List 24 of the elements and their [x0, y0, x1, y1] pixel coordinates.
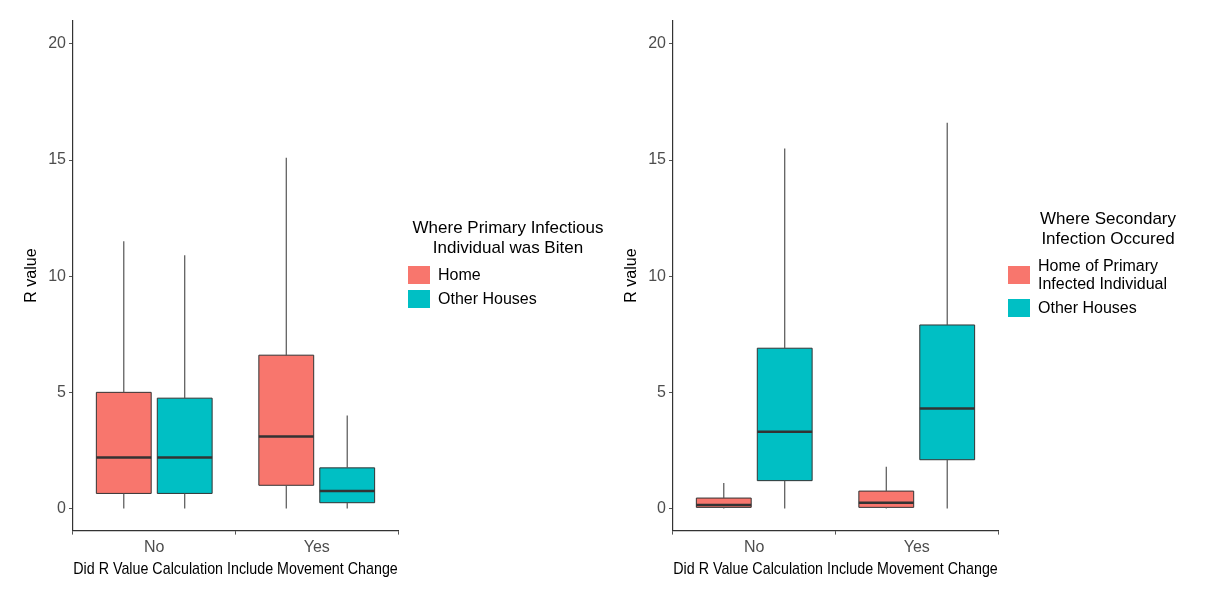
x-axis-title: Did R Value Calculation Include Movement Change	[73, 559, 398, 577]
legend-label: Home of Primary Infected Individual	[1038, 256, 1168, 293]
legend-title: Where Secondary Infection Occured	[1038, 208, 1178, 249]
y-axis-title: R value	[622, 248, 640, 303]
y-tick-label: 15	[648, 150, 667, 168]
y-tick-label: 5	[57, 382, 67, 400]
x-tick-label: No	[144, 537, 165, 555]
x-axis-title: Did R Value Calculation Include Movement Change	[673, 559, 998, 577]
y-tick-label: 20	[48, 34, 67, 52]
y-tick-label: 0	[657, 498, 667, 516]
y-tick-label: 20	[648, 34, 667, 52]
legend-label: Home	[438, 265, 481, 284]
x-tick-label: Yes	[903, 537, 930, 555]
y-tick-label: 0	[57, 498, 67, 516]
legend-label: Other Houses	[1038, 298, 1137, 317]
x-tick-label: Yes	[303, 537, 330, 555]
legend-title: Where Primary Infectious Individual was Biten	[411, 217, 605, 258]
y-tick-label: 15	[48, 150, 67, 168]
x-tick-label: No	[744, 537, 765, 555]
y-tick-label: 5	[657, 382, 667, 400]
y-axis-title: R value	[22, 248, 40, 303]
y-tick-label: 10	[48, 266, 67, 284]
legend-label: Other Houses	[438, 289, 537, 308]
y-tick-label: 10	[648, 266, 667, 284]
